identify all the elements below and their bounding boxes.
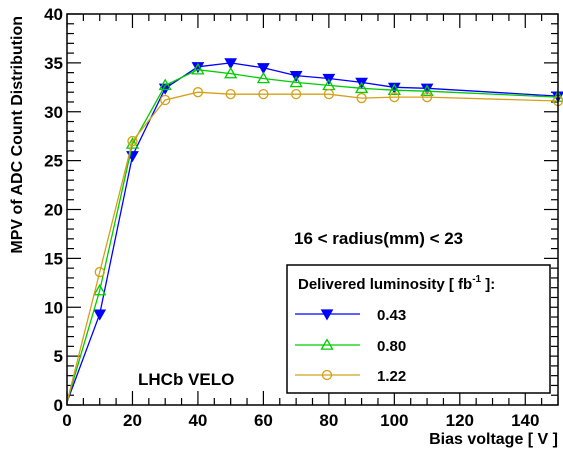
data-point: [258, 89, 269, 100]
x-tick-label: 100: [380, 411, 408, 430]
y-tick-label: 0: [54, 396, 63, 415]
x-tick-label: 40: [188, 411, 207, 430]
legend-label: 0.43: [377, 307, 406, 324]
data-point: [160, 94, 171, 106]
x-tick-label: 80: [319, 411, 338, 430]
data-point: [387, 83, 401, 96]
data-point: [290, 89, 302, 100]
y-tick-label: 20: [44, 201, 63, 220]
series-layer: [66, 58, 563, 403]
data-point: [191, 62, 205, 74]
y-tick-label: 5: [54, 347, 63, 366]
x-tick-label: 60: [254, 411, 273, 430]
data-point: [191, 62, 205, 75]
data-point: [289, 75, 303, 88]
y-tick-label: 25: [44, 152, 63, 171]
data-point: [421, 91, 433, 103]
legend-label: 1.22: [377, 368, 406, 385]
data-point: [323, 89, 335, 100]
data-point: [420, 84, 434, 96]
legend-marker: [320, 338, 334, 350]
data-point: [256, 71, 271, 84]
axes: 0 5 10 15 20 25 30 35 40 0 20 40 60 80 100 120 140: [44, 5, 559, 430]
legend-marker: [320, 309, 334, 321]
series-1.22: [66, 87, 563, 403]
experiment-annotation: LHCb VELO: [138, 370, 234, 389]
x-tick-label: 20: [123, 411, 142, 430]
legend-marker: [321, 369, 333, 381]
data-point: [224, 66, 238, 79]
x-tick-label: 140: [511, 411, 539, 430]
x-tick-label: 0: [62, 411, 71, 430]
y-tick-label: 15: [44, 249, 63, 268]
data-point: [192, 87, 204, 98]
y-axis-title: MPV of ADC Count Distribution: [9, 16, 26, 254]
x-tick-label: 120: [446, 411, 474, 430]
data-point: [127, 135, 138, 147]
legend-entry: 1.22: [295, 368, 406, 385]
data-point: [257, 63, 270, 75]
legend-entry: 0.80: [295, 338, 406, 355]
legend-title: Delivered luminosity [ fb-1 ]:: [298, 274, 495, 293]
y-tick-label: 35: [44, 54, 63, 73]
legend-entry: 0.43: [295, 307, 406, 324]
y-tick-label: 30: [44, 103, 63, 122]
radius-annotation: 16 < radius(mm) < 23: [294, 229, 463, 248]
data-point: [225, 89, 236, 100]
series-line: [66, 91, 559, 403]
data-point: [94, 266, 105, 278]
legend-label: 0.80: [377, 338, 406, 355]
legend: Delivered luminosity [ fb-1 ]: 0.43 0.80 1…: [286, 264, 551, 394]
data-point: [354, 81, 369, 94]
legend-title-end: ]:: [481, 276, 495, 293]
plot-frame: [66, 13, 559, 406]
y-tick-label: 10: [44, 298, 63, 317]
x-axis-title: Bias voltage [ V ]: [429, 431, 558, 448]
data-point: [389, 91, 400, 103]
data-point: [158, 78, 172, 91]
data-point: [356, 92, 367, 104]
data-point: [224, 58, 238, 70]
legend-title-exponent: -1: [472, 274, 481, 285]
legend-entries: 0.43 0.80 1.22: [295, 307, 406, 385]
data-point: [93, 283, 107, 296]
y-tick-label: 40: [44, 5, 63, 24]
data-point: [125, 137, 140, 149]
data-point: [420, 83, 434, 95]
data-point: [387, 82, 401, 94]
data-point: [93, 309, 107, 321]
series-line: [66, 69, 559, 403]
legend-title-main: Delivered luminosity [ fb: [298, 276, 472, 293]
